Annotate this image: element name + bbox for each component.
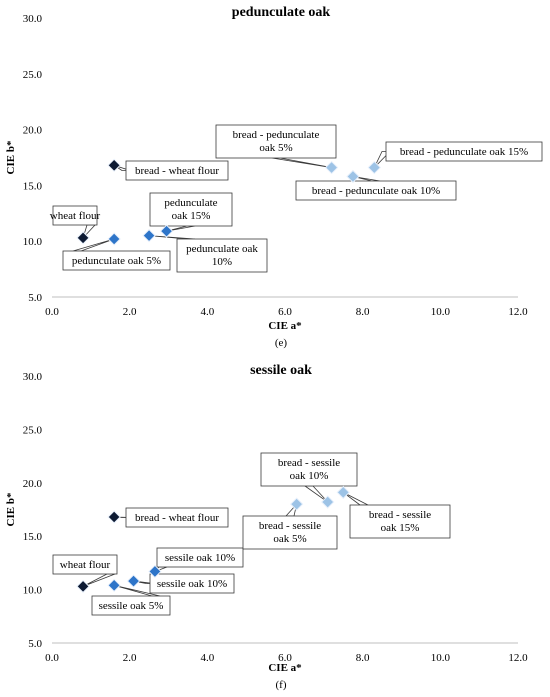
y-tick-label: 20.0 (23, 125, 43, 137)
callout-box (156, 547, 244, 568)
data-label: sessile oak 10% (157, 578, 227, 590)
y-axis-title: CIE b* (5, 140, 17, 174)
chart-title: sessile oak (250, 363, 312, 378)
data-point-flour-blend (126, 574, 141, 588)
data-label: bread - pedunculate oak 10% (312, 185, 440, 197)
data-point-bread-blend (289, 497, 304, 511)
callout-box (52, 554, 118, 575)
y-tick-label: 15.0 (23, 531, 43, 543)
data-label: sessile oak 10% (165, 552, 235, 564)
y-tick-label: 20.0 (23, 478, 43, 490)
y-tick-label: 5.0 (28, 638, 42, 650)
callout-box (242, 515, 338, 550)
data-point-bread-blend (367, 160, 382, 175)
data-point-flour-blend (107, 232, 121, 246)
data-point-flour-blend (107, 578, 121, 593)
data-point-bread-wheat-flour (107, 510, 121, 524)
data-label: pedunculate oak 5% (72, 255, 161, 267)
x-tick-label: 8.0 (356, 306, 370, 318)
callout-box (91, 595, 171, 616)
callout-box (62, 250, 171, 271)
data-label: pedunculate oak 10% (186, 243, 258, 268)
x-tick-label: 6.0 (278, 306, 292, 318)
data-label: bread - pedunculate oak 5% (233, 129, 320, 154)
x-tick-label: 2.0 (123, 306, 137, 318)
data-label: sessile oak 5% (99, 600, 164, 612)
x-tick-label: 8.0 (356, 652, 370, 664)
x-tick-label: 6.0 (278, 652, 292, 664)
data-label: bread - pedunculate oak 15% (400, 146, 528, 158)
y-tick-label: 30.0 (23, 13, 43, 25)
x-axis-title: CIE a* (268, 320, 302, 332)
chart-sessile-oak: sessile oak 0.0 2.0 4.0 6.0 8.0 10.0 12.0 5.0 10.… (5, 363, 528, 691)
y-tick-label: 15.0 (23, 180, 43, 192)
x-tick-label: 0.0 (45, 652, 59, 664)
data-point-bread-blend (336, 485, 350, 500)
x-tick-label: 10.0 (431, 652, 451, 664)
callout-box (349, 504, 451, 539)
callout-pointer (149, 235, 196, 240)
data-label: bread - sessile oak 5% (259, 520, 321, 545)
data-point-bread-blend (321, 495, 335, 509)
data-point-bread-blend (346, 169, 360, 184)
y-axis-title: CIE b* (5, 492, 17, 526)
chart-title: pedunculate oak (232, 5, 331, 20)
y-tick-label: 10.0 (23, 585, 43, 597)
panel-label: (f) (276, 679, 287, 691)
y-tick-label: 25.0 (23, 424, 43, 436)
data-label: bread - sessile oak 10% (278, 457, 340, 482)
x-tick-label: 4.0 (200, 652, 214, 664)
data-point-bread-blend (324, 160, 339, 175)
data-label: bread - wheat flour (135, 165, 219, 177)
data-point-wheat-flour (76, 231, 90, 245)
callout-box (260, 452, 358, 487)
callout-box (215, 124, 337, 159)
callout-box (149, 573, 235, 594)
x-tick-label: 10.0 (431, 306, 451, 318)
y-tick-label: 30.0 (23, 371, 43, 383)
callout-box (125, 507, 229, 528)
chart-pedunculate-oak: pedunculate oak 0.0 2.0 4.0 6.0 8.0 10.0 12.0 5.… (5, 5, 543, 349)
data-label: wheat flour (50, 210, 101, 222)
data-point-flour-blend (142, 228, 156, 243)
callout-box (52, 205, 98, 226)
data-label: wheat flour (60, 559, 111, 571)
callout-pointer (72, 238, 115, 252)
y-tick-label: 5.0 (28, 292, 42, 304)
x-tick-label: 0.0 (45, 306, 59, 318)
y-tick-label: 25.0 (23, 69, 43, 81)
data-label: bread - wheat flour (135, 512, 219, 524)
callout-box (176, 238, 268, 273)
data-point-flour-blend (159, 224, 174, 238)
callout-box (295, 180, 457, 201)
x-tick-label: 12.0 (508, 652, 528, 664)
x-tick-label: 2.0 (123, 652, 137, 664)
data-point-wheat-flour (76, 579, 90, 594)
panel-label: (e) (275, 337, 288, 349)
data-label: bread - sessile oak 15% (369, 509, 431, 534)
x-axis-title: CIE a* (268, 662, 302, 674)
data-point-bread-wheat-flour (107, 158, 121, 173)
callout-pointer (271, 157, 332, 168)
callout-box (385, 141, 543, 162)
data-point-flour-blend (148, 564, 162, 579)
y-tick-label: 10.0 (23, 236, 43, 248)
x-tick-label: 12.0 (508, 306, 528, 318)
x-tick-label: 4.0 (200, 306, 214, 318)
callout-box (125, 160, 229, 181)
data-label: pedunculate oak 15% (164, 197, 217, 222)
callout-box (149, 192, 233, 227)
